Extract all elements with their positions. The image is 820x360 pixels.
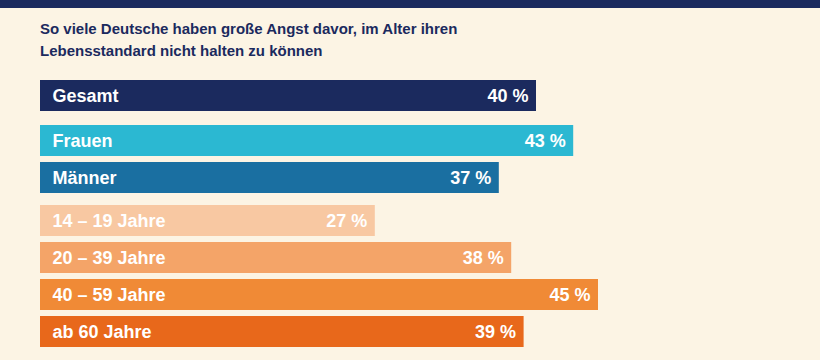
svg-text:43 %: 43 % [525,131,566,151]
svg-text:ab 60 Jahre: ab 60 Jahre [53,322,152,342]
svg-text:Frauen: Frauen [53,131,113,151]
svg-text:40 – 59 Jahre: 40 – 59 Jahre [53,285,166,305]
svg-text:27 %: 27 % [326,211,367,231]
svg-text:14 – 19 Jahre: 14 – 19 Jahre [53,211,166,231]
svg-text:39 %: 39 % [475,322,516,342]
svg-text:37 %: 37 % [450,168,491,188]
svg-text:20 – 39 Jahre: 20 – 39 Jahre [53,248,166,268]
svg-text:45 %: 45 % [549,285,590,305]
svg-text:40 %: 40 % [487,86,528,106]
svg-text:Gesamt: Gesamt [53,86,119,106]
svg-text:Männer: Männer [53,168,117,188]
html-text:So viele Deutsche haben große: So viele Deutsche haben große Angst davo… [40,20,458,59]
svg-text:38 %: 38 % [463,248,504,268]
